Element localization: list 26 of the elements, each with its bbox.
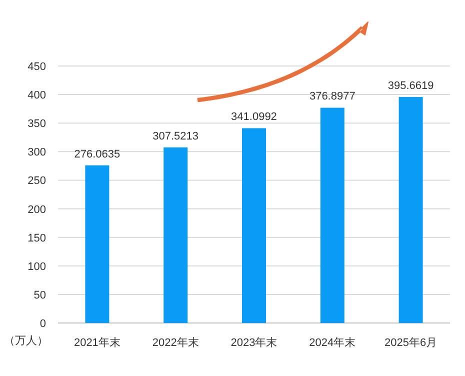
- bar: [242, 128, 266, 323]
- x-tick-label: 2022年末: [152, 336, 199, 349]
- data-label: 307.5213: [152, 130, 199, 142]
- data-label: 341.0992: [231, 111, 277, 124]
- y-axis-title: （万人）: [4, 335, 48, 347]
- x-tick-label: 2025年6月: [384, 337, 438, 349]
- bar: [398, 97, 423, 323]
- y-tick-label: 300: [28, 146, 46, 159]
- y-tick-label: 0: [40, 318, 46, 330]
- y-tick-label: 250: [28, 175, 46, 188]
- bar: [164, 147, 188, 323]
- y-tick-label: 450: [28, 61, 46, 73]
- y-tick-label: 150: [28, 232, 46, 244]
- data-label: 276.0635: [74, 148, 120, 160]
- y-tick-label: 200: [28, 204, 46, 216]
- x-tick-label: 2024年末: [309, 336, 356, 349]
- y-tick-label: 100: [28, 260, 46, 273]
- y-tick-label: 50: [34, 289, 46, 302]
- bar: [320, 108, 344, 323]
- bar: [85, 165, 110, 323]
- data-label: 376.8977: [309, 90, 356, 103]
- y-tick-label: 400: [28, 90, 46, 102]
- y-tick-label: 350: [28, 118, 46, 130]
- x-tick-label: 2023年末: [230, 336, 278, 349]
- data-label: 395.6619: [388, 80, 434, 92]
- x-tick-label: 2021年末: [74, 336, 120, 349]
